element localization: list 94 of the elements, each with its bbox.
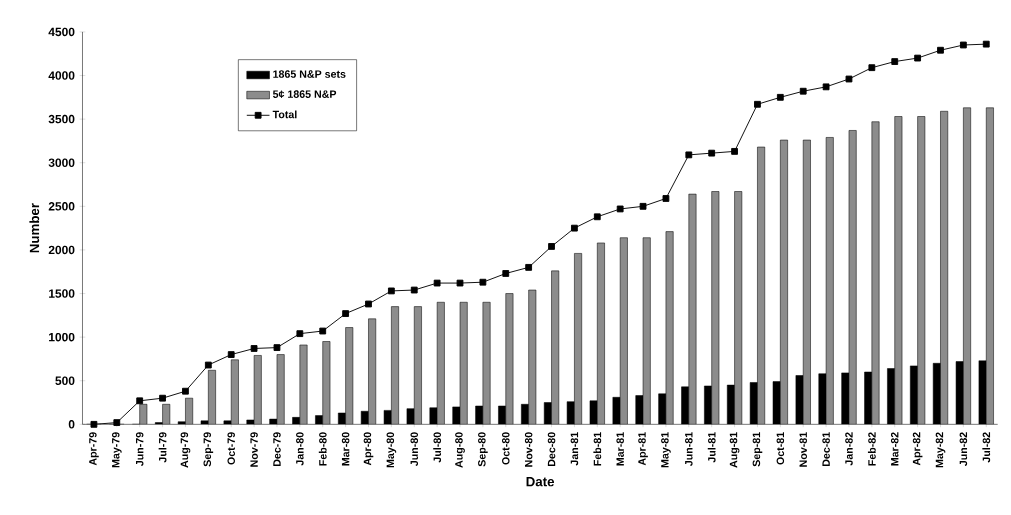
point: [639, 203, 647, 210]
x-tick-label: May-81: [661, 432, 671, 468]
point: [685, 151, 693, 159]
point: [296, 330, 304, 338]
x-tick-label: Nov-80: [524, 432, 533, 467]
y-tick-label: 2500: [48, 202, 75, 211]
y-tick-label: 0: [68, 420, 75, 429]
point: [502, 270, 510, 277]
x-tick-label: Nov-79: [250, 432, 258, 467]
x-axis-title: Date: [526, 477, 555, 487]
x-tick-label: Jul-80: [433, 432, 442, 463]
x-tick-label: Mar-81: [616, 432, 624, 466]
x-tick-label: Sep-81: [752, 432, 763, 467]
x-tick-label: Jan-81: [570, 432, 579, 466]
x-tick-label: Dec-81: [822, 432, 830, 467]
point: [410, 286, 418, 294]
point: [365, 300, 372, 308]
x-tick-label: Oct-81: [776, 432, 785, 465]
x-tick-label: Feb-82: [867, 432, 876, 466]
x-tick-label: Nov-81: [799, 432, 807, 467]
point: [982, 40, 990, 48]
x-tick-label: Aug-80: [455, 432, 465, 468]
x-tick-label: Jun-80: [410, 432, 419, 467]
x-tick-label: Mar-82: [890, 432, 899, 466]
point: [136, 397, 144, 405]
point: [182, 387, 189, 395]
point: [845, 75, 853, 83]
y-tick-label: 1500: [49, 289, 75, 298]
x-tick-label: Aug-79: [180, 432, 191, 468]
point: [822, 83, 830, 91]
x-tick-label: Jun-81: [685, 432, 693, 467]
point: [479, 278, 487, 286]
x-tick-label: Aug-81: [729, 432, 740, 468]
x-tick-label: Oct-80: [502, 432, 510, 465]
x-tick-label: Jun-82: [959, 432, 968, 467]
point: [754, 101, 761, 108]
x-tick-label: Sep-80: [478, 432, 488, 467]
point: [571, 224, 578, 232]
point: [593, 213, 601, 221]
x-tick-label: Sep-79: [203, 432, 214, 467]
point: [319, 327, 327, 335]
point: [433, 279, 441, 287]
x-tick-label: May-82: [935, 432, 946, 468]
y-tick-label: 3500: [48, 114, 75, 124]
point: [113, 419, 121, 427]
point: [204, 361, 212, 369]
x-tick-label: Apr-79: [89, 432, 99, 466]
point: [159, 394, 166, 402]
point: [273, 344, 281, 352]
point: [525, 264, 533, 271]
x-tick-label: May-80: [386, 432, 397, 468]
x-tick-label: Oct-79: [227, 432, 235, 465]
x-tick-label: Dec-80: [547, 432, 556, 467]
x-tick-label: Jul-82: [982, 432, 991, 463]
x-tick-label: Apr-82: [912, 432, 923, 466]
point: [387, 287, 395, 295]
point: [342, 310, 350, 318]
x-tick-label: Apr-81: [638, 432, 648, 466]
point: [868, 64, 876, 72]
legend-label: 1865 N&P sets: [273, 70, 346, 78]
x-tick-label: Jun-79: [135, 432, 144, 467]
x-tick-label: Feb-81: [593, 432, 602, 466]
y-tick-label: 4000: [48, 71, 75, 80]
point: [548, 243, 555, 250]
y-tick-label: 1000: [49, 332, 75, 342]
x-tick-label: Jul-81: [707, 432, 716, 463]
point: [708, 149, 716, 157]
x-tick-label: Feb-80: [318, 432, 327, 466]
point: [776, 94, 784, 101]
y-tick-label: 500: [55, 376, 75, 386]
point: [959, 41, 967, 49]
point: [616, 205, 624, 213]
point: [662, 195, 670, 202]
point: [891, 58, 899, 66]
point: [456, 279, 464, 287]
x-tick-label: Mar-80: [341, 432, 350, 466]
y-axis-title: Number: [29, 203, 40, 253]
point: [250, 345, 258, 352]
x-tick-label: Jan-80: [296, 432, 304, 466]
point: [227, 351, 235, 359]
point: [799, 87, 807, 95]
legend-label: Total: [272, 110, 297, 119]
point: [731, 148, 738, 155]
point: [914, 54, 922, 62]
y-tick-label: 4500: [48, 27, 75, 37]
x-tick-label: Jan-82: [845, 432, 853, 466]
y-tick-label: 2000: [48, 245, 75, 255]
x-tick-label: May-79: [111, 432, 122, 468]
point: [937, 46, 944, 54]
y-tick-label: 3000: [48, 158, 75, 168]
x-tick-label: Jul-79: [158, 432, 167, 463]
x-tick-label: Apr-80: [363, 432, 374, 466]
legend-label: 5¢ 1865 N&P: [272, 90, 337, 99]
x-tick-label: Dec-79: [273, 432, 281, 467]
